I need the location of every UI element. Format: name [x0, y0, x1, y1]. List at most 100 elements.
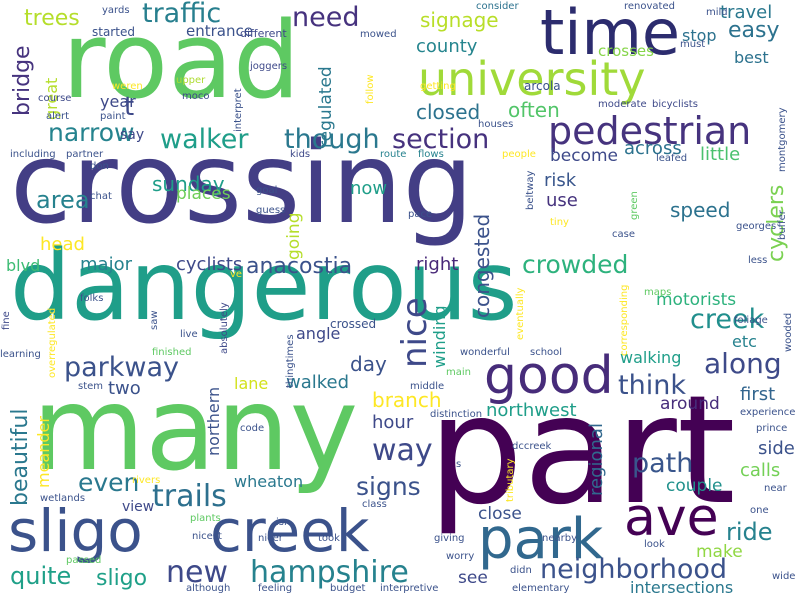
- word: crossed: [330, 317, 377, 331]
- word: green: [629, 191, 640, 220]
- word: road: [62, 0, 301, 122]
- word: trails: [152, 479, 227, 514]
- word: saw: [149, 310, 160, 330]
- word: major: [80, 254, 132, 275]
- word: wide: [772, 571, 796, 582]
- word: s: [456, 459, 462, 470]
- word: wooded: [783, 312, 794, 352]
- word: traffic: [142, 0, 222, 29]
- word: tiny: [550, 217, 569, 228]
- word: travel: [720, 2, 773, 23]
- word: nearby: [542, 533, 577, 544]
- word: eventually: [515, 287, 526, 340]
- word: nicest: [192, 531, 222, 542]
- word: bridge: [10, 45, 35, 116]
- word: beautiful: [8, 408, 33, 506]
- word: stop: [682, 26, 717, 45]
- word: different: [240, 27, 287, 40]
- word: wonderful: [460, 347, 510, 358]
- word: georges: [736, 221, 777, 232]
- word: people: [502, 149, 536, 160]
- word: neighborhood: [540, 554, 728, 585]
- word: say: [120, 127, 145, 143]
- word: side: [758, 438, 795, 459]
- word: along: [704, 347, 782, 380]
- word: walking: [620, 348, 682, 367]
- word: see: [458, 568, 488, 588]
- word: middle: [410, 381, 445, 392]
- word: leafed: [656, 153, 688, 164]
- word: regulated: [316, 66, 336, 148]
- word: flows: [418, 149, 444, 160]
- word: mild: [706, 7, 728, 18]
- word: interpret: [233, 88, 244, 132]
- word: places: [176, 184, 231, 204]
- word: anacostia: [246, 254, 353, 279]
- word: less: [748, 255, 768, 266]
- word: montgomery: [777, 107, 788, 172]
- word: weren: [112, 81, 143, 92]
- word: interpretive: [380, 583, 439, 594]
- word: university: [418, 52, 646, 106]
- word: getting: [420, 81, 456, 92]
- word: stem: [78, 381, 104, 392]
- word: around: [660, 394, 720, 414]
- word: passed: [66, 555, 102, 566]
- word: chat: [90, 191, 112, 202]
- word: congested: [470, 213, 494, 318]
- word: guess: [256, 205, 286, 216]
- word: one: [750, 505, 769, 516]
- word: pedestrian: [548, 109, 752, 153]
- word: walker: [160, 124, 249, 155]
- word: prince: [756, 423, 788, 434]
- word: time: [540, 0, 681, 69]
- word: near: [764, 483, 787, 494]
- word: feeling: [258, 583, 293, 594]
- word: sunday: [152, 172, 225, 196]
- word: part: [428, 364, 736, 538]
- word: moderate: [598, 99, 647, 110]
- word: case: [612, 229, 635, 240]
- word: took: [318, 533, 340, 544]
- word: thingtimes: [285, 334, 296, 388]
- word: northwest: [486, 400, 577, 421]
- word: houses: [478, 119, 514, 130]
- word: dccreek: [512, 441, 552, 452]
- word: code: [240, 423, 265, 434]
- word: closed: [416, 100, 481, 124]
- word: tributary: [505, 458, 516, 502]
- word: beltway: [525, 170, 536, 210]
- word: parkway: [64, 352, 180, 383]
- word: etc: [732, 332, 757, 351]
- word: corresponding: [619, 284, 630, 356]
- word: motorists: [656, 290, 737, 310]
- word: head: [40, 234, 85, 255]
- word: blvd: [6, 256, 41, 275]
- word: hampshire: [250, 555, 409, 590]
- word: easy: [728, 18, 780, 43]
- word: main: [446, 367, 471, 378]
- word: although: [186, 583, 231, 594]
- word: buffer: [777, 210, 788, 240]
- word: make: [696, 542, 743, 562]
- word: signs: [356, 472, 421, 501]
- word: lane: [234, 374, 269, 393]
- word: school: [530, 347, 563, 358]
- word: two: [108, 378, 141, 399]
- word: follow: [365, 74, 376, 105]
- word: crossing: [10, 119, 474, 249]
- word: branch: [372, 388, 442, 412]
- word: across: [624, 138, 682, 159]
- word: even: [78, 468, 140, 497]
- word: often: [508, 98, 560, 122]
- word: isn: [276, 517, 291, 528]
- word: view: [122, 499, 155, 515]
- word: calls: [740, 460, 781, 481]
- word: rivers: [132, 475, 161, 486]
- word: speed: [670, 198, 731, 222]
- word: intersections: [630, 578, 734, 597]
- word: must: [680, 39, 706, 50]
- word: joggers: [250, 61, 288, 72]
- word: budget: [330, 583, 366, 594]
